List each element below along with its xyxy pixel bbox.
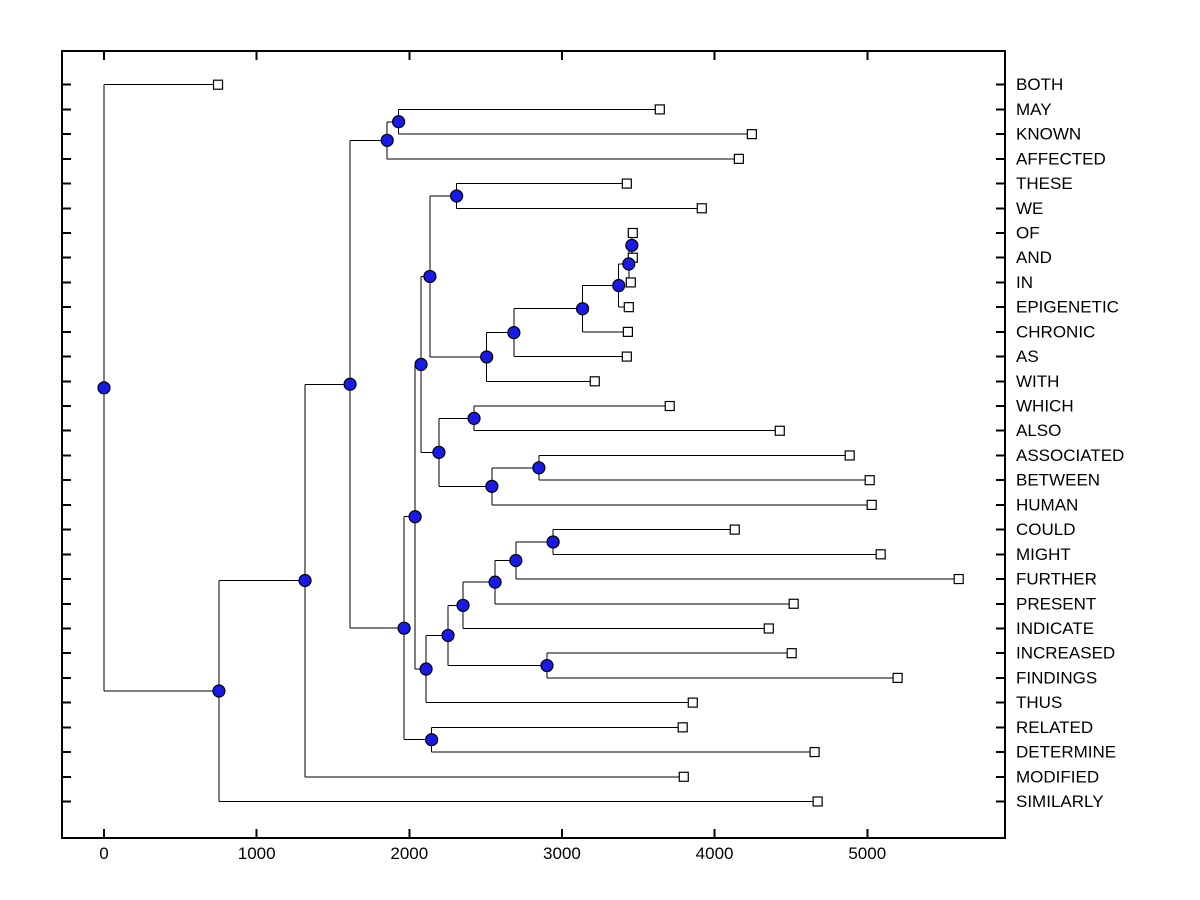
leaf-label-which: WHICH xyxy=(1016,397,1074,416)
leaf-label-indicate: INDICATE xyxy=(1016,619,1094,638)
leaf-marker-of[interactable] xyxy=(627,227,638,239)
leaf-marker-in[interactable] xyxy=(625,277,636,288)
leaf-marker-as[interactable] xyxy=(621,351,632,362)
leaf-label-with: WITH xyxy=(1016,372,1059,391)
internal-node-marker-mk_bigmid[interactable] xyxy=(343,377,357,391)
leaf-label-present: PRESENT xyxy=(1016,594,1096,613)
internal-node-marker-mid_upper[interactable] xyxy=(414,357,428,372)
leaf-label-associated: ASSOCIATED xyxy=(1016,446,1124,465)
plot-box xyxy=(61,50,1006,839)
leaf-marker-modified[interactable] xyxy=(678,771,689,782)
leaf-label-similarly: SIMILARLY xyxy=(1016,792,1104,811)
internal-node-marker-which_human[interactable] xyxy=(432,445,446,459)
internal-node-marker-of_and[interactable] xyxy=(625,238,639,252)
leaf-marker-which[interactable] xyxy=(664,400,675,412)
internal-node-marker-root[interactable] xyxy=(97,381,111,395)
internal-node-marker-these_we[interactable] xyxy=(450,189,464,203)
internal-node-marker-lower_mid[interactable] xyxy=(441,628,455,643)
leaf-marker-known[interactable] xyxy=(746,129,757,140)
x-tick-label: 5000 xyxy=(848,844,886,863)
leaf-label-and: AND xyxy=(1016,248,1052,267)
internal-node-marker-plus_modified[interactable] xyxy=(298,573,312,588)
internal-node-marker-cm_further[interactable] xyxy=(509,553,523,568)
leaf-marker-increased[interactable] xyxy=(786,648,797,659)
leaf-label-increased: INCREASED xyxy=(1016,644,1115,663)
leaf-marker-determine[interactable] xyxy=(809,746,820,758)
internal-node-marker-rel_det[interactable] xyxy=(424,733,439,747)
leaf-label-affected: AFFECTED xyxy=(1016,149,1106,168)
leaf-label-could: COULD xyxy=(1016,520,1076,539)
leaf-label-related: RELATED xyxy=(1016,718,1093,737)
x-tick-label: 3000 xyxy=(543,844,581,863)
leaf-label-we: WE xyxy=(1016,199,1043,218)
leaf-marker-might[interactable] xyxy=(875,549,886,560)
leaf-marker-similarly[interactable] xyxy=(812,796,823,807)
leaf-label-these: THESE xyxy=(1016,174,1073,193)
internal-node-marker-plus_as[interactable] xyxy=(507,326,521,340)
leaf-marker-these[interactable] xyxy=(621,178,632,189)
leaf-label-in: IN xyxy=(1016,273,1033,292)
leaf-label-modified: MODIFIED xyxy=(1016,767,1099,786)
internal-node-marker-plus_chronic[interactable] xyxy=(575,302,590,316)
internal-node-marker-assoc_between[interactable] xyxy=(532,461,546,475)
leaf-marker-may[interactable] xyxy=(654,104,665,115)
leaf-marker-thus[interactable] xyxy=(687,697,698,708)
leaf-label-further: FURTHER xyxy=(1016,570,1097,589)
leaf-marker-epigenetic[interactable] xyxy=(623,302,634,313)
x-tick-label: 1000 xyxy=(238,844,276,863)
leaf-label-also: ALSO xyxy=(1016,421,1061,440)
internal-node-marker-plus_with[interactable] xyxy=(480,350,494,364)
leaf-label-might: MIGHT xyxy=(1016,545,1071,564)
leaf-marker-human[interactable] xyxy=(866,499,877,510)
internal-node-marker-could_might[interactable] xyxy=(546,535,560,549)
leaf-marker-also[interactable] xyxy=(774,425,785,436)
leaf-marker-present[interactable] xyxy=(788,598,799,609)
internal-node-marker-ab_human[interactable] xyxy=(485,479,499,493)
internal-node-marker-big_mid[interactable] xyxy=(397,621,411,635)
leaf-marker-we[interactable] xyxy=(696,203,707,214)
internal-node-marker-plus_similarly[interactable] xyxy=(212,684,226,698)
leaf-marker-associated[interactable] xyxy=(844,450,855,461)
leaf-label-between: BETWEEN xyxy=(1016,471,1100,490)
internal-node-marker-these_with[interactable] xyxy=(423,269,437,284)
leaf-marker-both[interactable] xyxy=(212,79,224,90)
internal-node-marker-may_known[interactable] xyxy=(392,115,406,129)
leaf-marker-with[interactable] xyxy=(589,376,600,387)
internal-node-marker-of_and_in[interactable] xyxy=(622,257,636,271)
internal-node-marker-mk_affected[interactable] xyxy=(380,133,394,147)
leaf-label-of: OF xyxy=(1016,224,1040,243)
internal-node-marker-which_also[interactable] xyxy=(467,411,481,425)
leaf-label-findings: FINDINGS xyxy=(1016,668,1097,687)
internal-node-marker-inc_find[interactable] xyxy=(540,658,554,673)
leaf-marker-could[interactable] xyxy=(729,524,740,535)
internal-node-marker-lm_thus[interactable] xyxy=(419,662,433,676)
x-tick-label: 2000 xyxy=(390,844,428,863)
internal-node-marker-plus_epigenetic[interactable] xyxy=(612,278,626,293)
x-tick-label: 4000 xyxy=(696,844,734,863)
x-tick-label: 0 xyxy=(99,844,108,863)
leaf-label-epigenetic: EPIGENETIC xyxy=(1016,298,1119,317)
leaf-marker-affected[interactable] xyxy=(733,153,744,164)
internal-node-marker-upper_lower[interactable] xyxy=(408,510,422,524)
leaf-marker-chronic[interactable] xyxy=(622,326,633,337)
leaf-label-both: BOTH xyxy=(1016,75,1063,94)
leaf-label-may: MAY xyxy=(1016,100,1052,119)
leaf-label-known: KNOWN xyxy=(1016,125,1081,144)
leaf-label-human: HUMAN xyxy=(1016,495,1078,514)
leaf-label-as: AS xyxy=(1016,347,1039,366)
internal-node-marker-cmf_present[interactable] xyxy=(488,575,502,589)
leaf-marker-findings[interactable] xyxy=(892,672,903,684)
leaf-marker-further[interactable] xyxy=(953,573,964,585)
leaf-marker-related[interactable] xyxy=(677,722,688,733)
internal-node-marker-cmfp_indicate[interactable] xyxy=(456,598,470,612)
leaf-marker-between[interactable] xyxy=(864,475,875,486)
leaf-label-thus: THUS xyxy=(1016,693,1062,712)
leaf-marker-indicate[interactable] xyxy=(763,623,774,634)
leaf-label-determine: DETERMINE xyxy=(1016,743,1116,762)
leaf-label-chronic: CHRONIC xyxy=(1016,322,1095,341)
